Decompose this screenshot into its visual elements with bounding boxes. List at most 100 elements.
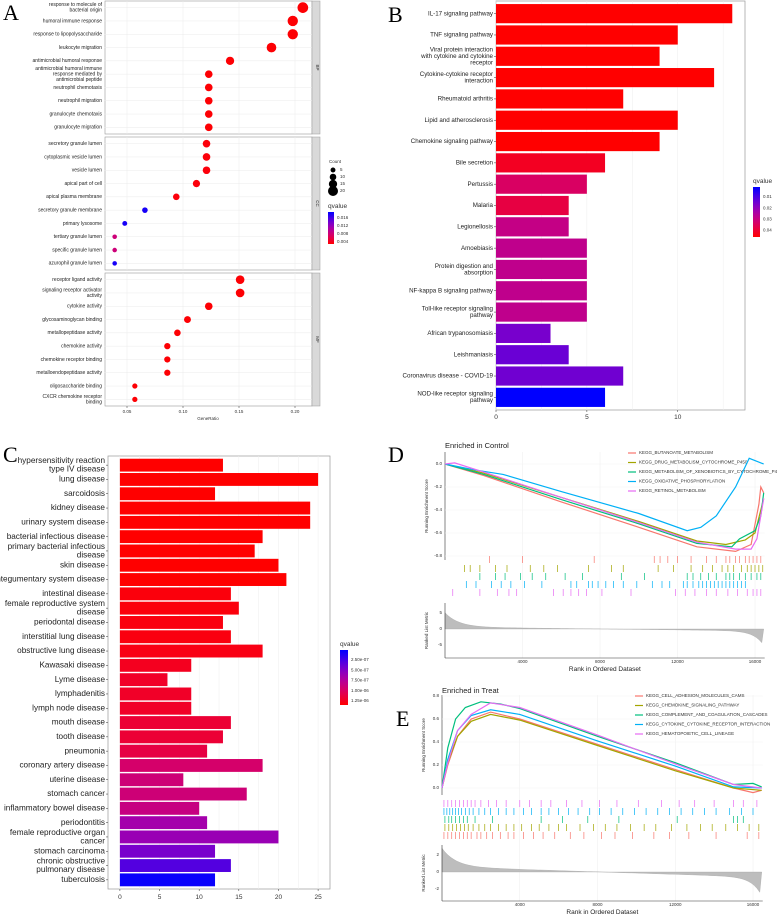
bar [496,387,606,407]
metric-tick-label: 0 [436,869,439,874]
x-tick-label: 5 [585,414,589,421]
legend-count: Count 5 10 15 20 [328,159,346,196]
category-label: IL-17 signaling pathway [428,10,494,17]
bar [496,195,569,216]
category-label: urinary system disease [21,518,105,527]
x-tick-label: 10 [196,894,204,901]
category-label: secretory granule membrane [38,207,102,213]
category-label: Chemokine signaling pathway [411,138,494,145]
category-label: interaction [464,77,493,84]
bar [119,830,279,844]
legend-label: 15 [340,181,346,186]
data-point [202,166,211,175]
es-curve [444,462,765,550]
category-label: Rheumatoid arthritis [438,96,493,103]
category-label: specific granule lumen [52,247,102,253]
category-label: chemokine activity [61,343,102,349]
category-label: Legionellosis [457,223,493,230]
panel-label-e: E [396,706,409,731]
es-curve [444,463,765,546]
category-label: Amoebiasis [461,245,493,252]
x-tick-label: 20 [275,894,283,901]
x-tick-label: 16000 [747,902,760,907]
bar [119,844,216,858]
x-tick-label: 0 [118,894,122,901]
category-label: NOD-like receptor signaling [417,391,493,398]
bar [119,701,192,715]
bar [119,644,263,658]
category-label: CXCR chemokine receptor [43,394,103,400]
category-label: skin disease [60,560,106,569]
category-label: Protein digestion and [435,263,494,270]
category-label: lymphadenitis [55,689,105,698]
legend-title: qvalue [340,641,360,648]
y-tick-label: 0.8 [433,693,440,698]
bar [119,787,247,801]
category-label: glycosaminoglycan binding [42,317,102,323]
bar [119,530,263,544]
category-label: uterine disease [49,775,105,784]
category-label: granulocyte chemotaxis [49,111,102,117]
bar [496,25,678,45]
facet-strip-label: MF [315,336,320,343]
category-label: periodontitis [61,818,105,827]
category-label: inflammatory bowel disease [4,804,105,813]
bar [496,68,715,88]
category-label: response mediated by [53,71,103,77]
category-label: hypersensitivity reaction [18,456,106,465]
category-label: coronary artery disease [19,761,105,770]
data-point [174,329,181,337]
bar [119,801,200,815]
category-label: oligosaccharide binding [50,383,102,389]
category-label: cancer [80,836,105,845]
category-label: intestinal disease [42,589,105,598]
x-axis-label: GeneRatio [197,416,219,421]
category-label: neutrophil migration [58,98,102,104]
bar [119,673,168,687]
x-tick-label: 15 [235,894,243,901]
bar [496,238,587,258]
category-label: interstitial lung disease [22,632,105,641]
metric-tick-label: 5 [439,610,442,615]
data-point [184,316,191,324]
x-tick-label: 4000 [517,659,528,664]
category-label: Cytokine-cytokine receptor [420,71,493,78]
x-tick-label: 0.15 [235,409,244,414]
legend-label: 5.00e-07 [351,667,369,672]
bar [119,573,287,586]
data-point [164,356,171,363]
legend-label: KEGG_CHEMOKINE_SIGNALING_PATHWAY [646,703,739,708]
data-point [225,56,235,65]
x-tick-label: 16000 [749,659,762,664]
bar [496,153,606,173]
bar [496,259,587,280]
category-label: receptor [470,59,493,66]
legend-title: Count [329,159,342,164]
legend-qvalue: qvalue 0.016 0.012 0.008 0.004 [328,203,349,244]
category-label: Leishmaniasis [454,351,493,358]
category-label: Pertussis [468,181,493,188]
data-point [132,396,138,402]
data-point [287,29,298,40]
category-label: female reproductive organ [10,828,106,837]
category-label: metallopeptidase activity [48,330,103,336]
category-label: mouth disease [52,718,106,727]
category-label: Malaria [473,202,494,209]
bar [119,744,208,758]
y-axis-label-metric: Ranked List Metric [421,854,426,892]
y-axis-label: Running Enrichment Score [421,718,426,772]
x-tick-label: 10 [674,414,682,421]
category-label: obstructive lung disease [17,646,105,655]
category-label: Kawasaki disease [39,661,105,670]
legend-label: 0.02 [763,205,772,210]
bar [119,730,223,744]
data-point [235,288,245,298]
bar [496,4,733,24]
bar [119,759,263,772]
legend-size-dot [328,186,338,196]
category-label: NF-kappa B signaling pathway [409,287,494,294]
legend-label: KEGG_BUTANOATE_METABOLISM [639,450,713,455]
facet-strip-label: BP [315,64,320,70]
legend-label: 0.008 [337,231,349,236]
